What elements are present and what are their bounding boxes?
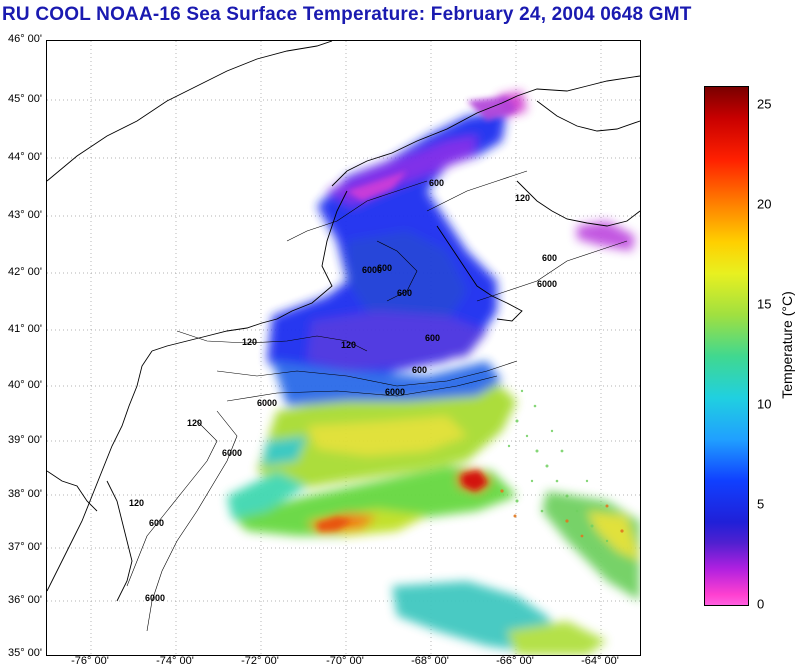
contour-label: 6000 (222, 448, 242, 458)
contour-label: 600 (412, 365, 427, 375)
lat-label: 36° 00' (7, 594, 42, 606)
contour-label: 600 (377, 263, 392, 273)
contour-label: 600 (542, 253, 557, 263)
colorbar-tick: 5 (757, 496, 765, 512)
coastline (47, 41, 640, 602)
lat-label: 43° 00' (7, 209, 42, 221)
contour-labels: 120 600 6000 600 6000 120 600 6000 600 1… (129, 178, 557, 603)
contour-label: 600 (149, 518, 164, 528)
sst-map-svg: 120 600 6000 600 6000 120 600 6000 600 1… (47, 41, 640, 655)
colorbar-tick: 10 (757, 396, 772, 412)
lon-label: -64° 00' (581, 655, 619, 667)
lon-label: -68° 00' (411, 655, 449, 667)
contour-label: 600 (425, 333, 440, 343)
contour-label: 120 (242, 337, 257, 347)
contour-label: 6000 (257, 398, 277, 408)
contour-label: 6000 (362, 265, 382, 275)
lon-label: -76° 00' (71, 655, 109, 667)
lat-label: 38° 00' (7, 488, 42, 500)
contour-label: 120 (341, 340, 356, 350)
contour-label: 120 (187, 418, 202, 428)
sst-map: 120 600 6000 600 6000 120 600 6000 600 1… (46, 40, 641, 656)
contour-label: 6000 (537, 279, 557, 289)
lat-label: 42° 00' (7, 266, 42, 278)
colorbar-tick: 15 (757, 296, 772, 312)
lat-label: 44° 00' (7, 151, 42, 163)
colorbar-tick: 20 (757, 196, 772, 212)
lat-label: 41° 00' (7, 323, 42, 335)
contour-label: 120 (515, 193, 530, 203)
colorbar-label: Temperature (°C) (779, 291, 795, 399)
lat-label: 35° 00' (7, 647, 42, 659)
map-title: RU COOL NOAA-16 Sea Surface Temperature:… (2, 4, 692, 25)
lat-label: 39° 00' (7, 434, 42, 446)
lon-label: -74° 00' (156, 655, 194, 667)
contour-label: 6000 (145, 593, 165, 603)
colorbar-tick: 25 (757, 96, 772, 112)
contour-label: 600 (429, 178, 444, 188)
sst-field (227, 91, 640, 655)
lon-label: -72° 00' (241, 655, 279, 667)
lon-label: -66° 00' (496, 655, 534, 667)
lat-label: 40° 00' (7, 379, 42, 391)
lon-label: -70° 00' (326, 655, 364, 667)
bathymetry-contours (126, 170, 628, 632)
lat-label: 46° 00' (7, 33, 42, 45)
contour-label: 120 (129, 498, 144, 508)
contour-label: 6000 (385, 387, 405, 397)
lat-label: 45° 00' (7, 93, 42, 105)
lat-label: 37° 00' (7, 541, 42, 553)
temperature-colorbar (704, 86, 749, 606)
contour-label: 600 (397, 288, 412, 298)
colorbar-tick: 0 (757, 596, 765, 612)
